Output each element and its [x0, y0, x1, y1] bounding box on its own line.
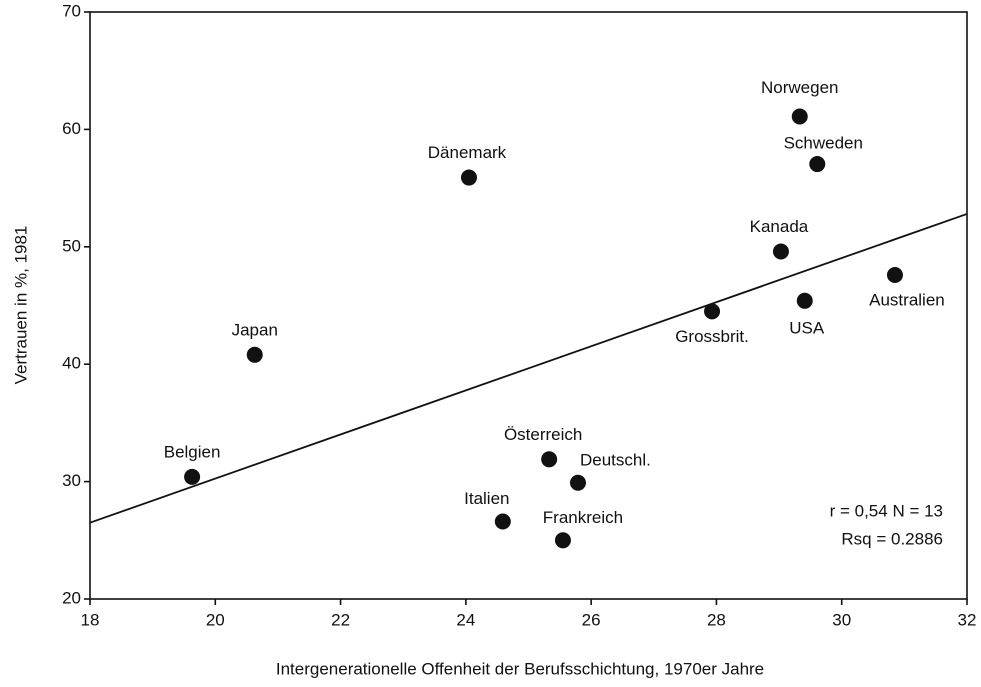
point	[184, 468, 201, 485]
y-axis-label: Vertrauen in %, 1981	[11, 226, 30, 385]
x-tick-label: 22	[331, 610, 350, 629]
point	[541, 451, 558, 468]
x-tick-label: 20	[206, 610, 225, 629]
point	[460, 169, 477, 186]
y-tick-label: 30	[62, 471, 81, 490]
point	[704, 303, 721, 320]
point-label: Frankreich	[543, 508, 623, 527]
x-tick-label: 28	[707, 610, 726, 629]
y-tick-label: 40	[62, 354, 81, 373]
trend-line	[89, 213, 968, 524]
y-tick-label: 60	[62, 119, 81, 138]
point-label: USA	[789, 318, 825, 337]
point-label: Kanada	[750, 217, 809, 236]
point-label: Japan	[232, 320, 278, 339]
point-label: Grossbrit.	[675, 327, 749, 346]
x-tick-label: 30	[832, 610, 851, 629]
x-tick-label: 24	[456, 610, 475, 629]
point	[796, 292, 813, 309]
y-tick-label: 50	[62, 236, 81, 255]
point-label: Belgien	[164, 442, 221, 461]
x-tick-label: 26	[582, 610, 601, 629]
plot-frame	[89, 11, 968, 600]
x-tick-label: 32	[958, 610, 977, 629]
point-label: Australien	[869, 290, 945, 309]
annotation: Rsq = 0.2886	[841, 529, 943, 548]
point	[772, 243, 789, 260]
point-label: Österreich	[504, 425, 582, 444]
annotation: r = 0,54 N = 13	[830, 501, 943, 520]
point	[886, 266, 903, 283]
point	[246, 346, 263, 363]
point-label: Dänemark	[428, 143, 507, 162]
point-label: Schweden	[784, 134, 863, 153]
point	[569, 474, 586, 491]
point	[791, 108, 808, 125]
point-label: Deutschl.	[580, 450, 651, 469]
point	[809, 156, 826, 173]
point-label: Norwegen	[761, 78, 839, 97]
x-axis-label: Intergenerationelle Offenheit der Berufs…	[276, 659, 764, 678]
point	[494, 513, 511, 530]
y-tick-label: 20	[62, 588, 81, 607]
point-label: Italien	[464, 489, 509, 508]
x-tick-label: 18	[81, 610, 100, 629]
point	[554, 532, 571, 549]
y-tick-label: 70	[62, 1, 81, 20]
